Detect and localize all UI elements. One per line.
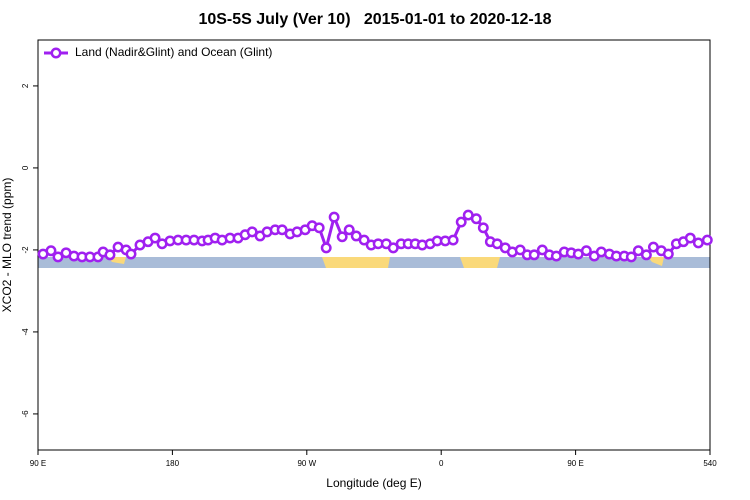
y-tick-label: 2 [21,83,30,88]
data-point [45,245,57,257]
data-point [528,249,540,261]
data-point [491,238,503,250]
data-point [514,244,526,256]
plot-frame [37,39,711,451]
x-tick-label: 90 E [30,459,46,468]
data-point [387,242,399,254]
data-point [455,216,467,228]
data-point [358,234,370,246]
data-point [313,222,325,234]
x-tick-label: 0 [439,459,444,468]
data-point [336,231,348,243]
data-point [149,232,161,244]
data-point [328,211,340,223]
data-point [477,222,489,234]
data-point [447,234,459,246]
data-point [343,224,355,236]
data-point [640,249,652,261]
data-point [276,224,288,236]
data-point [470,213,482,225]
x-tick-label: 180 [166,459,180,468]
data-point [125,248,137,260]
y-tick-label: 0 [21,165,30,170]
data-point [580,245,592,257]
data-point [104,249,116,261]
data-point [536,244,548,256]
x-tick-label: 90 E [567,459,583,468]
y-tick-label: -6 [21,410,30,418]
y-tick-label: -4 [21,328,30,336]
data-point [350,230,362,242]
legend-marker [50,47,62,59]
data-point [662,248,674,260]
land-strip [460,257,500,268]
data-point [684,232,696,244]
land-strip [322,257,390,268]
legend-label: Land (Nadir&Glint) and Ocean (Glint) [75,45,272,59]
y-tick-label: -2 [21,246,30,254]
data-point [52,251,64,263]
data-point [550,250,562,262]
data-point [625,251,637,263]
x-tick-label: 90 W [297,459,316,468]
y-axis-label: XCO2 - MLO trend (ppm) [0,178,14,313]
x-axis-label: Longitude (deg E) [326,476,421,490]
map-strip [38,257,710,268]
data-point [701,234,713,246]
data-point [246,226,258,238]
x-tick-label: 540 [703,459,717,468]
data-point [320,242,332,254]
data-point [632,245,644,257]
data-point [692,237,704,249]
chart-title: 10S-5S July (Ver 10) 2015-01-01 to 2020-… [198,11,551,28]
land-strip [648,257,664,266]
